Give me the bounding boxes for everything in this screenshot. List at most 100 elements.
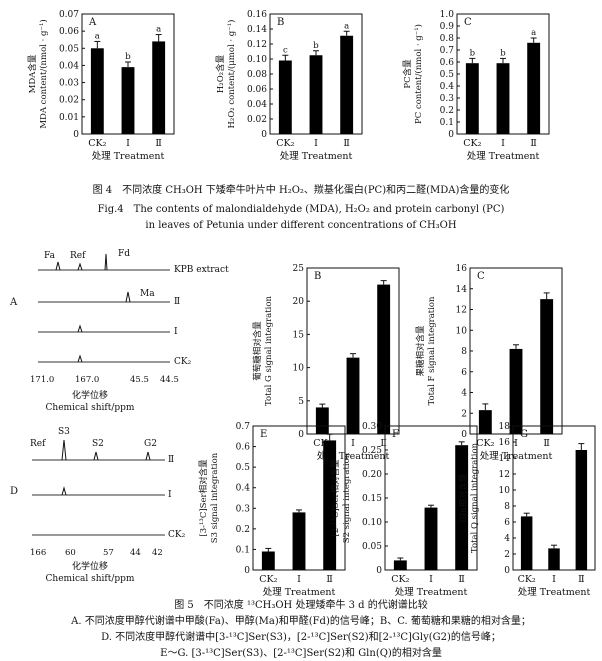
spectra-a-tick-label: 167.0 (75, 375, 99, 385)
chart3-ylabel-cn: PC含量 (402, 59, 413, 89)
chart2-ytick-label: 0.12 (247, 40, 267, 50)
chart2-ytick-label: 0.08 (247, 70, 267, 80)
chart6-category-label: Ⅱ (326, 574, 332, 585)
chart8-ylabel-en: Total Q signal integration (470, 442, 480, 553)
chart3-ytick-label: 0.6 (440, 58, 455, 68)
chart8-panel-label: G (520, 429, 528, 440)
spectra-a-peak (77, 262, 83, 271)
chart3-ytick-label: 0.8 (440, 34, 455, 44)
chart1-xlabel: 处理 Treatment (92, 150, 165, 162)
chart7-ytick-label: 0.20 (362, 470, 382, 480)
chart5-ytick-label: 6 (461, 368, 467, 378)
spectra-d-peak-label: S2 (92, 439, 104, 449)
chart1-ylabel-en: MDA content/(nmol · g⁻¹) (38, 19, 49, 128)
chart5-ytick-label: 0 (461, 430, 467, 440)
spectra-a-trace-label: Ⅱ (174, 297, 180, 307)
spectra-a-tick-label: 171.0 (30, 375, 54, 385)
chart8-bar (575, 450, 588, 570)
chart6-bar (292, 512, 306, 570)
chart2-ytick-label: 0.04 (247, 100, 267, 110)
chart8-ytick-label: 8 (504, 502, 510, 512)
chart6-ytick-label: 0.4 (236, 484, 251, 494)
chart6-xlabel: 处理 Treatment (263, 586, 336, 598)
chart8-ytick-label: 2 (504, 550, 510, 560)
chart3-ytick-label: 1.0 (440, 10, 455, 20)
chart3-ytick-label: 0.3 (440, 94, 455, 104)
spectra-d-xlabel-en: Chemical shift/ppm (46, 574, 135, 584)
chart8-category-label: Ⅰ (552, 574, 556, 585)
spectra-d-tick-label: 44 (130, 548, 141, 558)
spectra-a-peak (77, 354, 83, 363)
chart8-ytick-label: 10 (499, 486, 511, 496)
spectra-d-panel-label: D (10, 486, 18, 497)
spectra-d-peak-label: S3 (58, 427, 70, 437)
chart3-ytick-label: 0.7 (440, 46, 455, 56)
spectra-a-peak-label: Fa (44, 251, 56, 261)
chart5-ylabel-cn: 果糖相对含量 (415, 325, 426, 377)
fig5-caption-line2: D. 不同浓度甲醇代谢谱中[3-¹³C]Ser(S3)，[2-¹³C]Ser(S… (101, 632, 501, 643)
chart5-category-label: Ⅱ (543, 438, 549, 449)
chart7-panel-label: F (392, 429, 399, 440)
chart6-category-label: Ⅰ (297, 574, 301, 585)
chart8-category-label: Ⅱ (578, 574, 584, 585)
spectra-a-panel-label: A (9, 297, 18, 308)
chart1-bar (152, 41, 166, 134)
chart3-ytick-label: 0 (448, 130, 454, 140)
chart1-ytick-label: 0.06 (59, 27, 79, 37)
spectra-d-peak (93, 451, 99, 461)
chart6-ylabel-en: S3 signal integration (210, 452, 220, 543)
chart1-ytick-label: 0.04 (59, 61, 79, 71)
chart7-bar (455, 445, 469, 570)
chart1-bar (121, 67, 135, 134)
chart8-ylabel-cn: Gln相对含量 (458, 473, 469, 522)
chart8-ytick-label: 12 (499, 470, 510, 480)
spectra-d-trace-label: CK₂ (168, 530, 186, 540)
chart8-xlabel: 处理 Treatment (518, 586, 591, 598)
chart7-ytick-label: 0.05 (362, 542, 382, 552)
chart6-ytick-label: 0.1 (236, 545, 250, 555)
spectra-d-peak-label: Ref (30, 439, 46, 449)
chart4-ytick-label: 20 (293, 297, 305, 307)
spectra-d-trace-label: Ⅰ (168, 490, 172, 500)
chart5-xlabel: 处理 Treatment (480, 450, 553, 462)
chart3-category-label: CK₂ (463, 138, 481, 149)
chart3-sig-letter: b (470, 48, 476, 58)
spectra-d-peak (61, 486, 67, 496)
spectra-a-trace-label: KPB extract (174, 265, 229, 275)
chart8-ytick-label: 6 (504, 518, 510, 528)
chart6-ytick-label: 0.2 (236, 525, 250, 535)
chart7-category-label: Ⅰ (429, 574, 433, 585)
chart5-bar (478, 410, 492, 434)
chart4-ytick-label: 0 (298, 430, 304, 440)
chart6-panel-label: E (260, 429, 267, 440)
chart5-ytick-label: 2 (461, 409, 467, 419)
spectra-a-xlabel-cn: 化学位移 (72, 389, 108, 401)
chart2-panel-label: B (277, 17, 284, 28)
chart3-ylabel-en: PC content/(nmol · g⁻¹) (413, 24, 424, 124)
fig4-caption-en-line2: in leaves of Petunia under different con… (145, 220, 457, 231)
chart2-ytick-label: 0.14 (247, 25, 267, 35)
chart2-ytick-label: 0 (261, 130, 267, 140)
chart4-bar (315, 407, 329, 434)
chart7-ylabel-en: S2 signal integration (342, 452, 352, 543)
chart3-ytick-label: 0.9 (440, 22, 455, 32)
chart2-xlabel: 处理 Treatment (280, 150, 353, 162)
chart6-ytick-label: 0.5 (236, 463, 251, 473)
fig5-caption-line1: A. 不同浓度甲醇代谢谱中甲酸(Fa)、甲醇(Ma)和甲醛(Fd)的信号峰；B、… (71, 616, 531, 627)
spectra-d-peak (61, 439, 67, 461)
chart5-ytick-label: 10 (456, 326, 468, 336)
spectra-a-xlabel-en: Chemical shift/ppm (46, 403, 135, 413)
chart5-category-label: CK₂ (476, 438, 494, 449)
chart2-ytick-label: 0.02 (247, 115, 267, 125)
chart7-category-label: Ⅱ (458, 574, 464, 585)
chart4-ytick-label: 5 (298, 397, 304, 407)
chart1-ytick-label: 0 (73, 130, 79, 140)
spectra-d-tick-label: 60 (65, 548, 76, 558)
spectra-d-tick-label: 166 (30, 548, 46, 558)
chart8-category-label: CK₂ (518, 574, 536, 585)
chart7-bar (393, 560, 407, 570)
chart3-panel-label: C (464, 17, 472, 28)
spectra-a-peak (55, 261, 61, 271)
spectra-a-tick-label: 45.5 (130, 375, 149, 385)
spectra-a-peak-label: Ref (70, 251, 86, 261)
